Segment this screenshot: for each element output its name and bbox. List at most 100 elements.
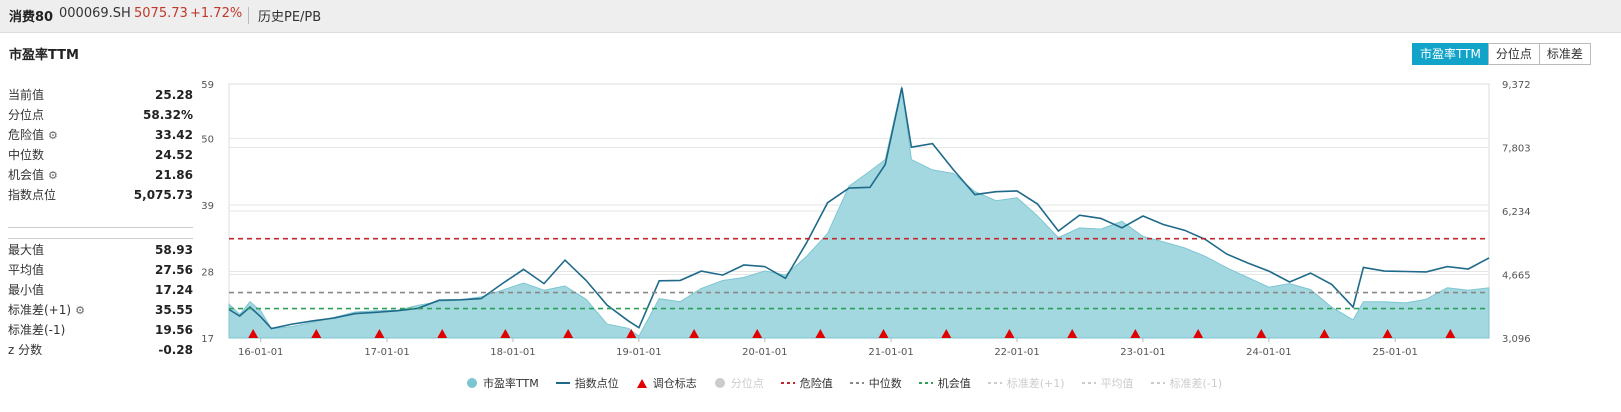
stat-label: 当前值 [8, 88, 45, 102]
legend-triangle-icon [636, 379, 647, 388]
chart-legend: 市盈率TTM 指数点位 调仓标志 分位点 危险值 中位数 机会值 标准差(+1) 平均值 标准差(… [466, 375, 1239, 391]
rebalance-marker [689, 329, 700, 338]
stat-max: 最大值 58.93 [8, 240, 193, 260]
legend-item[interactable]: 危险值 [780, 375, 833, 391]
legend-item[interactable]: 分位点 [714, 375, 764, 391]
stat-label: 标准差(-1) [8, 323, 66, 337]
stat-value: 5,075.73 [133, 188, 193, 202]
rebalance-marker [1193, 329, 1204, 338]
pe-ttm-chart[interactable]: 59 50 39 28 17 9,372 7,803 6,234 4,665 3,096 16-01… [0, 70, 1621, 370]
stat-value: 33.42 [155, 128, 193, 142]
legend-item[interactable]: 指数点位 [555, 375, 619, 391]
gear-icon[interactable]: ⚙ [48, 169, 58, 182]
metric-tabs: 市盈率TTM 分位点 标准差 [1412, 43, 1591, 65]
legend-item[interactable]: 调仓标志 [636, 375, 697, 391]
stat-danger: 危险值 ⚙ 33.42 [8, 125, 193, 145]
stat-z-score: z 分数 -0.28 [8, 340, 193, 360]
legend-item[interactable]: 机会值 [918, 375, 971, 391]
tab-pe-ttm[interactable]: 市盈率TTM [1412, 43, 1489, 65]
right-axis-tick-label: 3,096 [1502, 334, 1531, 345]
legend-line-icon [555, 382, 570, 384]
rebalance-marker [752, 329, 763, 338]
stat-label: 最小值 [8, 283, 45, 297]
rebalance-marker [626, 329, 637, 338]
rebalance-marker [437, 329, 448, 338]
stat-value: 17.24 [155, 283, 193, 297]
legend-label: 中位数 [868, 377, 902, 390]
legend-item[interactable]: 标准差(-1) [1150, 375, 1223, 391]
x-axis-tick-label: 20-01-01 [742, 347, 787, 358]
rebalance-marker [1319, 329, 1330, 338]
stat-min: 最小值 17.24 [8, 280, 193, 300]
stat-value: 19.56 [155, 323, 193, 337]
legend-label: 分位点 [730, 377, 764, 390]
x-axis-tick-label: 19-01-01 [616, 347, 661, 358]
legend-dash-icon [918, 382, 933, 384]
right-axis-tick-label: 7,803 [1502, 144, 1531, 155]
stat-label: 中位数 [8, 148, 45, 162]
rebalance-marker [1004, 329, 1015, 338]
left-axis-tick-label: 39 [201, 201, 214, 212]
legend-item[interactable]: 市盈率TTM [466, 375, 539, 391]
stat-label: z 分数 [8, 343, 43, 357]
legend-dash-icon [1081, 382, 1096, 384]
legend-item[interactable]: 中位数 [849, 375, 902, 391]
legend-label: 标准差(+1) [1006, 377, 1065, 390]
legend-item[interactable]: 平均值 [1081, 375, 1134, 391]
rebalance-marker [563, 329, 574, 338]
tab-std-dev[interactable]: 标准差 [1538, 43, 1591, 65]
stat-label: 分位点 [8, 108, 45, 122]
rebalance-marker [248, 329, 259, 338]
legend-dot-icon [714, 378, 725, 388]
x-axis-tick-label: 23-01-01 [1120, 347, 1165, 358]
index-price: 5075.73 [134, 6, 188, 21]
rebalance-marker [1256, 329, 1267, 338]
stat-mean: 平均值 27.56 [8, 260, 193, 280]
legend-item[interactable]: 标准差(+1) [987, 375, 1065, 391]
right-axis-tick-label: 9,372 [1502, 80, 1531, 91]
stat-std-minus: 标准差(-1) 19.56 [8, 320, 193, 340]
stat-value: 35.55 [155, 303, 193, 317]
x-axis-tick-label: 21-01-01 [868, 347, 913, 358]
stat-value: 21.86 [155, 168, 193, 182]
stat-label: 指数点位 [8, 188, 57, 202]
legend-dash-icon [987, 382, 1002, 384]
stat-index-level: 指数点位 5,075.73 [8, 185, 193, 205]
rebalance-marker [1067, 329, 1078, 338]
index-code: 000069.SH [59, 6, 131, 21]
legend-label: 平均值 [1100, 377, 1134, 390]
history-pe-pb-link[interactable]: 历史PE/PB [258, 10, 322, 25]
rebalance-marker [374, 329, 385, 338]
stat-percentile: 分位点 58.32% [8, 105, 193, 125]
gear-icon[interactable]: ⚙ [48, 129, 58, 142]
legend-label: 危险值 [799, 377, 833, 390]
legend-label: 标准差(-1) [1169, 377, 1223, 390]
stat-opportunity: 机会值 ⚙ 21.86 [8, 165, 193, 185]
legend-label: 机会值 [937, 377, 971, 390]
stat-value: 58.93 [155, 243, 193, 257]
left-axis-tick-label: 28 [201, 267, 214, 278]
section-title: 市盈率TTM [9, 48, 79, 63]
legend-label: 指数点位 [574, 377, 619, 390]
x-axis-tick-label: 24-01-01 [1246, 347, 1291, 358]
stat-value: 25.28 [155, 88, 193, 102]
rebalance-marker [878, 329, 889, 338]
tab-percentile[interactable]: 分位点 [1487, 43, 1540, 65]
right-axis-tick-label: 4,665 [1502, 271, 1531, 282]
rebalance-marker [941, 329, 952, 338]
rebalance-marker [311, 329, 322, 338]
stat-label: 最大值 [8, 243, 45, 257]
index-name: 消费80 [9, 10, 54, 25]
stat-value: 24.52 [155, 148, 193, 162]
legend-dot-icon [467, 378, 477, 388]
stats-panel-history: 最大值 58.93 平均值 27.56 最小值 17.24 标准差(+1) ⚙ 3… [8, 238, 193, 360]
stat-label: 标准差(+1) [8, 303, 72, 317]
x-axis-tick-label: 22-01-01 [994, 347, 1039, 358]
stat-value: -0.28 [158, 343, 193, 357]
left-axis-tick-label: 59 [201, 80, 214, 91]
stat-value: 27.56 [155, 263, 193, 277]
gear-icon[interactable]: ⚙ [75, 304, 85, 317]
stat-median: 中位数 24.52 [8, 145, 193, 165]
legend-dash-icon [1150, 382, 1165, 384]
left-axis-tick-label: 50 [201, 134, 214, 145]
